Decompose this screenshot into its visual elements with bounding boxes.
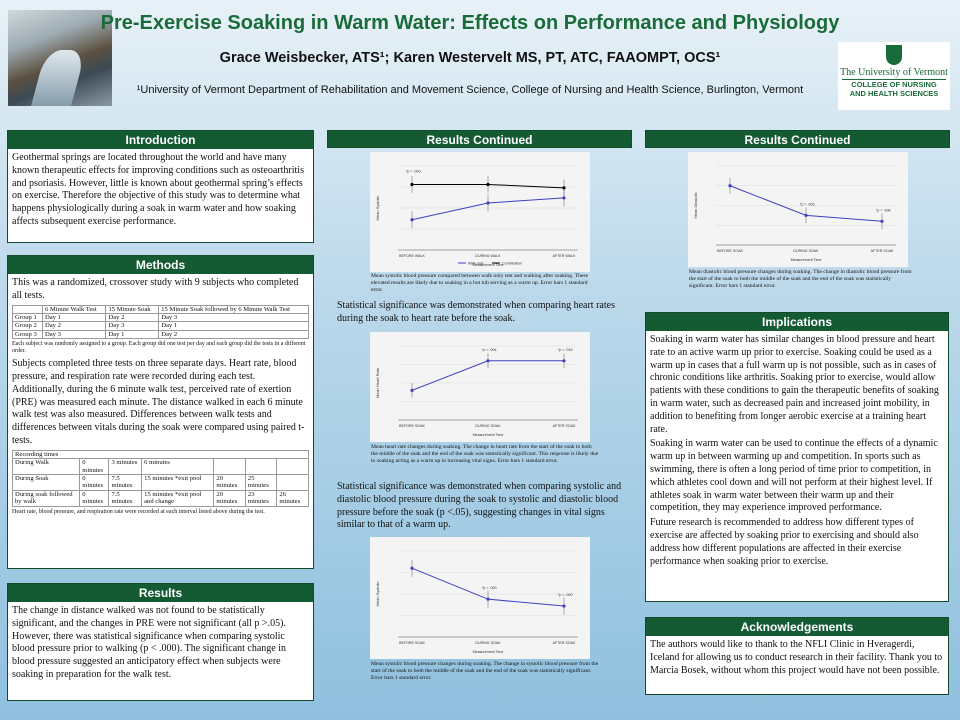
- walk-bp-chart: Mean Systolic Measurement Time BEFORE WALK…: [370, 152, 590, 272]
- results-continued-text-2: Statistical significance was demonstrate…: [337, 481, 622, 531]
- data-point: [562, 196, 566, 200]
- soak-sbp-chart: Mean Systolic Measurement Time BEFORE SOAK…: [370, 537, 590, 659]
- significance-annotation: *p = .006: [876, 208, 891, 212]
- x-tick-label: DURING SOAK: [475, 641, 501, 645]
- data-point: [562, 604, 566, 608]
- poster-title: Pre-Exercise Soaking in Warm Water: Effe…: [100, 12, 840, 34]
- methods-note-1: Each subject was randomly assigned to a …: [12, 341, 306, 355]
- results-text: The change in distance walked was not fo…: [12, 605, 287, 680]
- significance-annotation: *p = .003: [800, 202, 815, 206]
- soak-dbp-caption: Mean diastolic blood pressure changes du…: [689, 269, 912, 289]
- methods-text-1: This was a randomized, crossover study w…: [12, 277, 299, 301]
- soak-hr-chart: Mean Heart Rate Measurement Time BEFORE SO…: [370, 332, 590, 442]
- implications-p2: Soaking in warm water can be used to con…: [650, 438, 938, 514]
- poster-authors: Grace Weisbecker, ATS¹; Karen Westervelt…: [219, 50, 721, 66]
- methods-heading: Methods: [8, 256, 313, 274]
- data-point: [486, 597, 490, 601]
- methods-note-2: Heart rate, blood pressure, and respirat…: [12, 508, 265, 515]
- group-schedule-table: 6 Minute Walk Test 15 Minute Soak 15 Minu…: [12, 304, 309, 340]
- y-axis-label: Mean Systolic: [375, 582, 380, 607]
- results-continued-2-section: Results Continued Mean Diastolic Measurem…: [645, 130, 950, 305]
- x-tick-label: BEFORE SOAK: [717, 249, 743, 253]
- methods-text-2: Subjects completed three tests on three …: [12, 358, 305, 446]
- x-axis-label: Measurement Time: [473, 433, 504, 437]
- poster-header: Pre-Exercise Soaking in Warm Water: Effe…: [0, 0, 960, 118]
- walk-bp-caption: Mean systolic blood pressure compared be…: [371, 273, 589, 293]
- chart-background: [370, 537, 590, 659]
- uvm-logo: The University of Vermont COLLEGE OF NUR…: [838, 42, 950, 110]
- results-continued-text-1: Statistical significance was demonstrate…: [337, 300, 615, 324]
- significance-annotation: *p = .000: [482, 586, 497, 590]
- legend-label: Walk only: [468, 261, 484, 265]
- introduction-heading: Introduction: [8, 131, 313, 149]
- poster-affiliation: ¹University of Vermont Department of Reh…: [136, 84, 804, 96]
- x-axis-label: Measurement Time: [791, 258, 822, 262]
- chart-background: [370, 332, 590, 442]
- y-axis-label: Mean Systolic: [375, 196, 380, 221]
- x-axis-label: Measurement Time: [473, 263, 504, 267]
- significance-annotation: *p = .000: [406, 169, 421, 173]
- data-point: [562, 359, 566, 363]
- significance-annotation: *p = .000: [558, 593, 573, 597]
- significance-annotation: *p = .015: [558, 348, 573, 352]
- soak-sbp-caption: Mean systolic blood pressure changes dur…: [371, 661, 599, 681]
- data-point: [410, 566, 414, 570]
- data-point: [410, 182, 414, 187]
- x-tick-label: AFTER SOAK: [553, 641, 576, 645]
- x-tick-label: BEFORE SOAK: [399, 641, 425, 645]
- x-tick-label: BEFORE SOAK: [399, 424, 425, 428]
- uvm-shield-icon: [886, 45, 902, 65]
- introduction-section: Introduction Geothermal springs are loca…: [7, 130, 314, 243]
- results-continued-1-heading: Results Continued: [327, 130, 632, 148]
- acknowledgements-text: The authors would like to thank to the N…: [650, 639, 943, 676]
- results-continued-1-section: Results Continued Mean Systolic Measureme…: [327, 130, 632, 710]
- y-axis-label: Mean Diastolic: [693, 192, 698, 218]
- geothermal-stream-photo: [8, 10, 112, 106]
- y-axis-label: Mean Heart Rate: [375, 367, 380, 398]
- significance-annotation: *p = .004: [482, 348, 497, 352]
- x-tick-label: AFTER SOAK: [871, 249, 894, 253]
- legend-label: Combination: [502, 261, 522, 265]
- data-point: [804, 213, 808, 217]
- soak-dbp-chart: Mean Diastolic Measurement Time BEFORE SOA…: [688, 152, 908, 267]
- data-point: [880, 219, 884, 223]
- x-tick-label: BEFORE WALK: [399, 254, 425, 258]
- acknowledgements-heading: Acknowledgements: [646, 618, 948, 636]
- x-tick-label: DURING WALK: [475, 254, 501, 258]
- data-point: [562, 186, 566, 190]
- recording-times-table: Recording times During Walk 0 minutes 3 mi…: [11, 449, 309, 507]
- introduction-text: Geothermal springs are located throughou…: [12, 152, 304, 227]
- x-axis-label: Measurement Time: [473, 650, 504, 654]
- results-continued-2-heading: Results Continued: [645, 130, 950, 148]
- implications-p1: Soaking in warm water has similar change…: [650, 334, 939, 435]
- soak-hr-caption: Mean heart rate changes during soaking. …: [371, 444, 599, 464]
- implications-p3: Future research is recommended to addres…: [650, 517, 919, 567]
- results-section: Results The change in distance walked wa…: [7, 583, 314, 701]
- implications-section: Implications Soaking in warm water has s…: [645, 312, 949, 602]
- implications-heading: Implications: [646, 313, 948, 331]
- x-tick-label: DURING SOAK: [793, 249, 819, 253]
- data-point: [486, 201, 490, 205]
- data-point: [410, 388, 414, 392]
- data-point: [410, 218, 414, 222]
- acknowledgements-section: Acknowledgements The authors would like …: [645, 617, 949, 695]
- results-heading: Results: [8, 584, 313, 602]
- chart-background: [370, 152, 590, 272]
- chart-background: [688, 152, 908, 267]
- x-tick-label: AFTER WALK: [553, 254, 576, 258]
- data-point: [728, 184, 732, 188]
- x-tick-label: AFTER SOAK: [553, 424, 576, 428]
- data-point: [486, 359, 490, 363]
- methods-section: Methods This was a randomized, crossover…: [7, 255, 314, 569]
- data-point: [486, 182, 490, 187]
- x-tick-label: DURING SOAK: [475, 424, 501, 428]
